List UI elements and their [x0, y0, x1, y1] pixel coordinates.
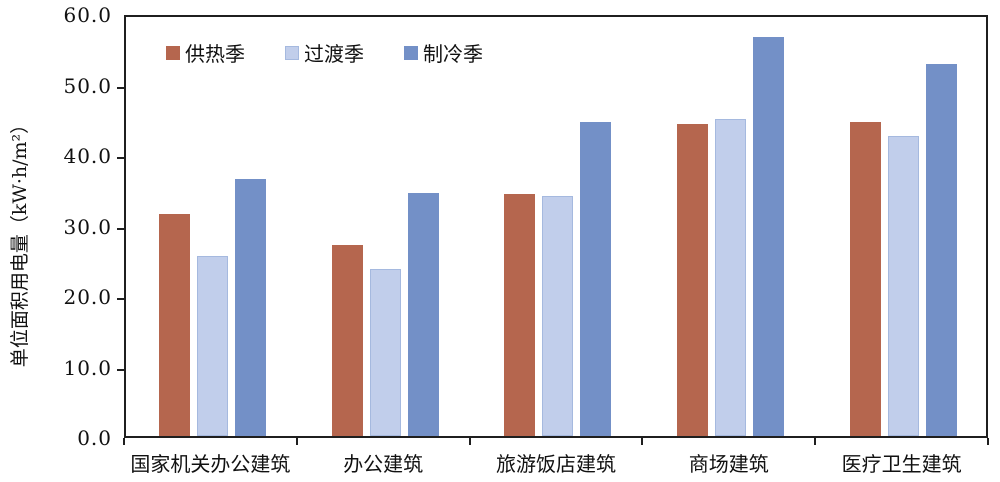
bar-供热季-医疗卫生建筑 [850, 122, 882, 436]
bar-供热季-旅游饭店建筑 [504, 194, 536, 436]
x-axis-tick [468, 438, 471, 445]
x-category-label: 旅游饭店建筑 [496, 452, 616, 476]
bar-group [817, 17, 990, 436]
bar-供热季-办公建筑 [331, 244, 363, 436]
bar-制冷季-国家机关办公建筑 [234, 178, 266, 436]
y-axis-tick [117, 227, 125, 230]
plot-area: 供热季 过渡季 制冷季 [117, 15, 990, 438]
bar-过渡季-国家机关办公建筑 [196, 255, 228, 436]
y-axis-tick [117, 157, 125, 159]
x-axis-tick [987, 438, 989, 445]
y-tick-label: 50.0 [63, 73, 112, 98]
y-tick-label: 20.0 [63, 285, 112, 309]
bar-group [472, 17, 645, 436]
transition-season-swatch-icon [285, 45, 299, 60]
bar-供热季-国家机关办公建筑 [158, 213, 190, 436]
y-tick-label: 10.0 [63, 355, 112, 380]
legend-item-transition-season: 过渡季 [285, 38, 364, 67]
y-axis-tick [117, 368, 125, 371]
legend: 供热季 过渡季 制冷季 [166, 38, 483, 67]
bar-group [299, 17, 472, 436]
bar-group [126, 17, 299, 436]
y-axis-title: 单位面积用电量（kW·h/m²） [9, 114, 31, 368]
x-category-label: 国家机关办公建筑 [130, 452, 291, 476]
y-tick-label: 60.0 [63, 3, 112, 27]
bar-过渡季-医疗卫生建筑 [888, 135, 920, 436]
legend-label: 制冷季 [423, 42, 483, 66]
legend-item-heating-season: 供热季 [166, 38, 245, 67]
bar-制冷季-医疗卫生建筑 [926, 63, 958, 436]
x-axis-tick [641, 438, 644, 445]
bar-group [644, 17, 817, 436]
bar-制冷季-旅游饭店建筑 [580, 121, 612, 436]
bar-制冷季-商场建筑 [753, 36, 785, 436]
y-tick-label: 0.0 [77, 426, 112, 450]
x-axis-tick [123, 438, 125, 445]
cooling-season-swatch-icon [404, 45, 418, 60]
bar-过渡季-旅游饭店建筑 [542, 196, 574, 436]
bar-过渡季-商场建筑 [715, 119, 747, 436]
legend-label: 过渡季 [304, 42, 364, 66]
y-tick-label: 40.0 [63, 144, 112, 168]
x-category-label: 商场建筑 [688, 452, 769, 476]
bar-过渡季-办公建筑 [369, 268, 401, 436]
heating-season-swatch-icon [166, 45, 180, 60]
x-axis-tick [295, 438, 298, 445]
bar-供热季-商场建筑 [677, 124, 709, 436]
x-category-label: 办公建筑 [343, 452, 424, 476]
x-category-label: 医疗卫生建筑 [841, 452, 962, 476]
legend-item-cooling-season: 制冷季 [404, 38, 483, 67]
y-tick-label: 30.0 [63, 214, 112, 239]
legend-label: 供热季 [185, 42, 245, 66]
y-axis-tick [117, 86, 125, 89]
x-axis-tick [814, 438, 817, 445]
y-axis-tick [117, 298, 125, 300]
bar-制冷季-办公建筑 [407, 193, 439, 436]
